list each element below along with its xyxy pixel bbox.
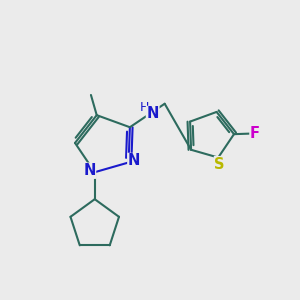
- Text: F: F: [250, 126, 260, 141]
- Text: S: S: [214, 157, 225, 172]
- Text: H: H: [140, 101, 149, 115]
- Text: N: N: [128, 154, 140, 169]
- Text: N: N: [83, 163, 95, 178]
- Text: N: N: [146, 106, 159, 122]
